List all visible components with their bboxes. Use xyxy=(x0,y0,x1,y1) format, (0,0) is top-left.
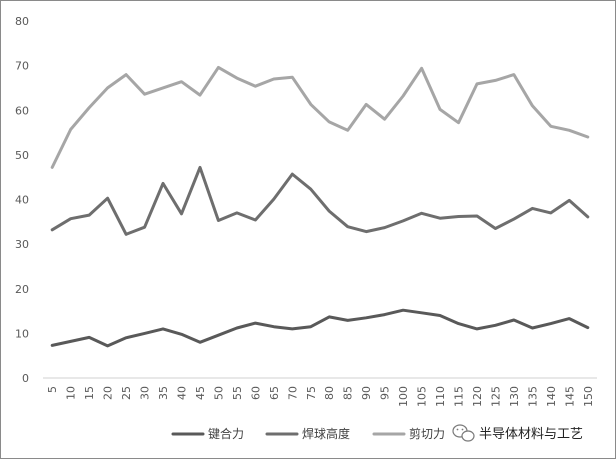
series-lines xyxy=(50,65,590,348)
y-tick-label: 10 xyxy=(15,327,29,340)
x-tick-label: 55 xyxy=(231,386,244,400)
y-tick-label: 50 xyxy=(15,149,29,162)
x-tick-label: 60 xyxy=(249,386,262,400)
y-tick-label: 20 xyxy=(15,283,29,296)
y-tick-label: 40 xyxy=(15,194,29,207)
x-tick-label: 110 xyxy=(434,386,447,407)
x-tick-label: 35 xyxy=(157,386,170,400)
x-tick-label: 120 xyxy=(471,386,484,407)
x-tick-label: 85 xyxy=(342,386,355,400)
x-tick-label: 90 xyxy=(360,386,373,400)
x-tick-label: 140 xyxy=(545,386,558,407)
y-tick-label: 0 xyxy=(22,372,29,385)
series-line-2 xyxy=(50,165,590,236)
x-tick-label: 40 xyxy=(176,386,189,400)
x-tick-label: 25 xyxy=(120,386,133,400)
x-tick-label: 100 xyxy=(397,386,410,407)
x-tick-label: 145 xyxy=(563,386,576,407)
x-tick-label: 10 xyxy=(65,386,78,400)
x-tick-label: 15 xyxy=(83,386,96,400)
series-line-3 xyxy=(50,65,590,169)
x-tick-label: 150 xyxy=(582,386,595,407)
x-tick-label: 20 xyxy=(102,386,115,400)
x-tick-label: 125 xyxy=(489,386,502,407)
y-tick-label: 30 xyxy=(15,238,29,251)
y-tick-label: 70 xyxy=(15,60,29,73)
x-tick-label: 135 xyxy=(526,386,539,407)
x-tick-label: 45 xyxy=(194,386,207,400)
x-tick-label: 50 xyxy=(212,386,225,400)
legend-label-2: 焊球高度 xyxy=(302,426,350,441)
x-tick-label: 5 xyxy=(46,386,59,393)
x-tick-labels: 5 10 15 20 25 30 35 40 45 50 55 60 65 70 75 80 85 90 95 100… xyxy=(46,386,595,407)
legend: 键合力 焊球高度 剪切力 xyxy=(171,426,445,441)
y-tick-label: 80 xyxy=(15,15,29,28)
y-tick-label: 60 xyxy=(15,104,29,117)
watermark-text: 半导体材料与工艺 xyxy=(479,427,583,442)
y-axis: 0 10 20 30 40 50 60 70 80 xyxy=(15,15,29,385)
legend-label-1: 键合力 xyxy=(208,426,244,441)
x-tick-label: 105 xyxy=(416,386,429,407)
x-tick-label: 70 xyxy=(286,386,299,400)
series-line-1 xyxy=(50,308,590,348)
x-tick-label: 80 xyxy=(323,386,336,400)
wechat-icon xyxy=(452,424,475,442)
x-tick-label: 75 xyxy=(305,386,318,400)
legend-label-3: 剪切力 xyxy=(409,426,445,441)
watermark: 半导体材料与工艺 xyxy=(452,424,583,442)
x-tick-label: 65 xyxy=(268,386,281,400)
x-tick-label: 130 xyxy=(508,386,521,407)
x-tick-label: 30 xyxy=(139,386,152,400)
x-tick-label: 115 xyxy=(453,386,466,407)
x-tick-label: 95 xyxy=(379,386,392,400)
